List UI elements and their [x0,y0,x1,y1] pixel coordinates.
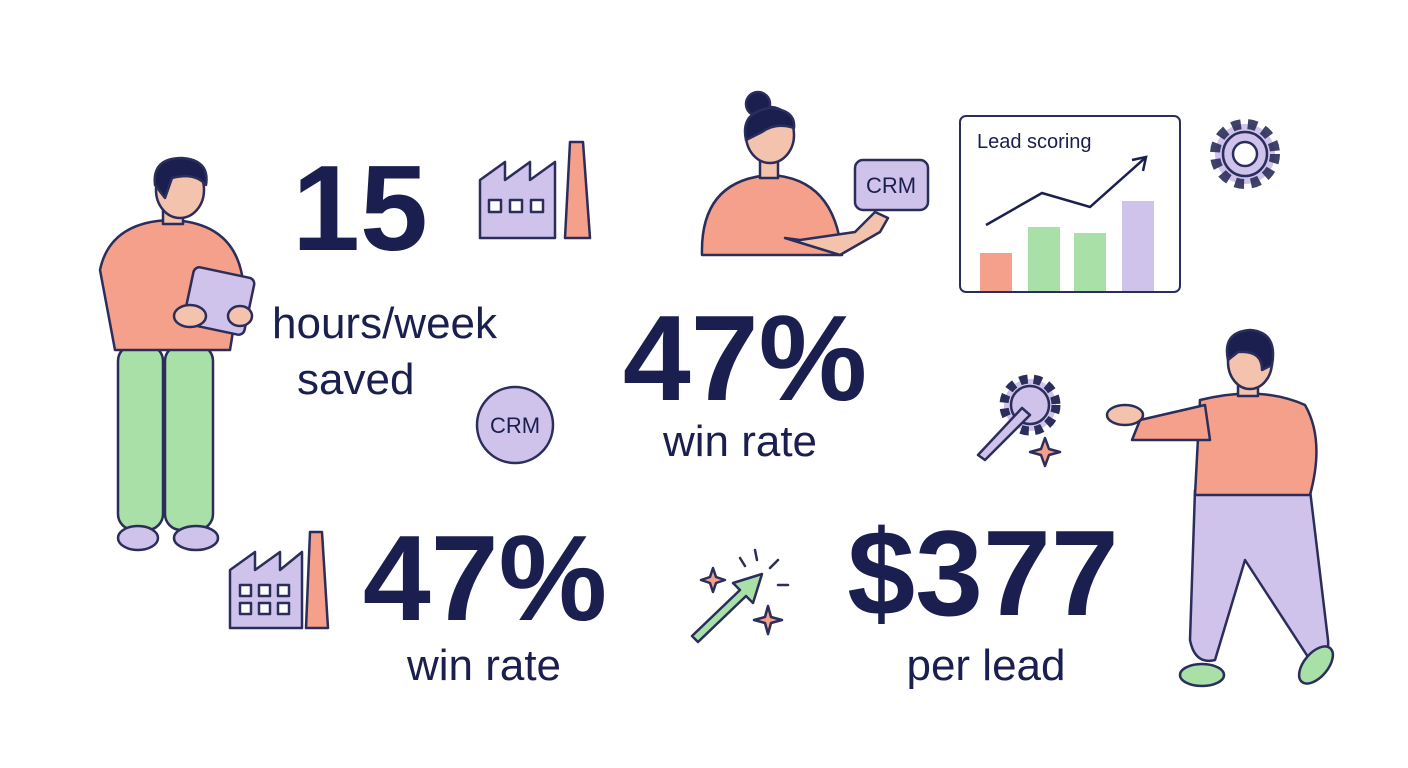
crm-label: CRM [490,413,540,438]
stat-label: win rate [406,641,561,690]
lead-scoring-card [959,115,1181,293]
stat-value: $377 [847,505,1118,641]
factory-icon [478,140,592,240]
tool-icon [976,374,1062,468]
stat-value: 15 [292,140,428,276]
stat-label: win rate [662,417,817,466]
stat-label: saved [297,355,414,404]
person-right [1105,328,1335,688]
stat-value: 47% [363,510,607,646]
wand-icon [690,548,790,644]
crm-label: CRM [866,173,916,198]
person-left [98,156,256,552]
crm-badge [475,385,555,465]
gear-icon [1210,119,1280,189]
stat-label: per lead [906,641,1065,690]
stat-value: 47% [623,290,867,426]
factory-icon [228,530,330,630]
card-title: Lead scoring [977,131,1092,153]
stat-label: hours/week [272,299,498,348]
person-woman [700,90,930,257]
